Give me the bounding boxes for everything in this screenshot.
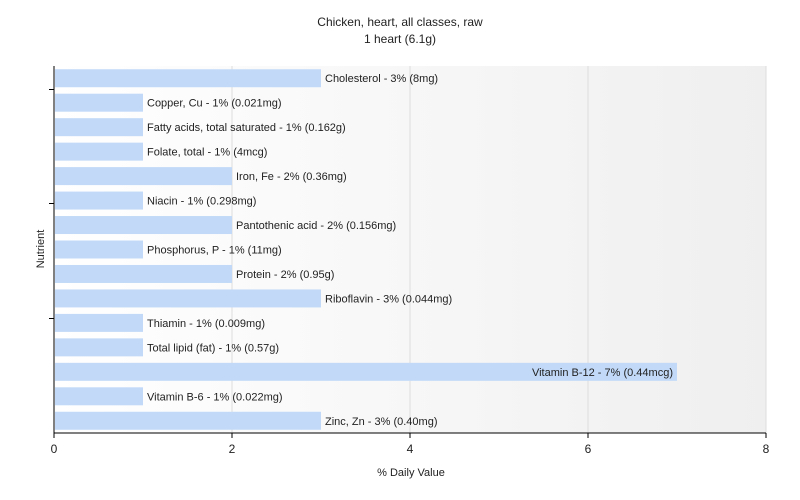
bar [55,191,143,210]
bar [55,264,232,283]
bar-label: Iron, Fe - 2% (0.36mg) [236,171,347,183]
bar [55,362,677,381]
bar [55,411,321,430]
bar [55,69,321,88]
bar [55,216,232,235]
chart-subtitle: 1 heart (6.1g) [363,32,437,46]
chart-title: Chicken, heart, all classes, raw [317,15,483,29]
bar-label: Protein - 2% (0.95g) [236,269,334,281]
bar-label: Vitamin B-12 - 7% (0.44mcg) [532,367,673,379]
bar-label: Cholesterol - 3% (8mg) [325,73,438,85]
bar-label: Vitamin B-6 - 1% (0.022mg) [147,391,283,403]
bar [55,118,143,137]
x-tick-label: 4 [407,442,414,456]
bar-label: Pantothenic acid - 2% (0.156mg) [236,220,396,232]
x-tick-label: 0 [51,442,58,456]
bar [55,240,143,259]
bar [55,142,143,161]
bar-label: Copper, Cu - 1% (0.021mg) [147,98,282,110]
bar-label: Fatty acids, total saturated - 1% (0.162… [147,122,346,134]
bar [55,289,321,308]
bar [55,338,143,357]
x-tick-label: 6 [585,442,592,456]
bar [55,387,143,406]
x-tick-label: 2 [229,442,236,456]
bar-label: Riboflavin - 3% (0.044mg) [325,293,452,305]
x-axis-title: % Daily Value [377,467,445,479]
bar-label: Niacin - 1% (0.298mg) [147,196,256,208]
bar-label: Folate, total - 1% (4mcg) [147,147,267,159]
bar-label: Total lipid (fat) - 1% (0.57g) [147,342,279,354]
bar [55,313,143,332]
x-tick-label: 8 [763,442,770,456]
bar-label: Phosphorus, P - 1% (11mg) [147,245,282,257]
bar-label: Thiamin - 1% (0.009mg) [147,318,265,330]
bar-label: Zinc, Zn - 3% (0.40mg) [325,416,437,428]
bar [55,167,232,186]
bar [55,93,143,112]
y-axis-title: Nutrient [35,230,47,269]
